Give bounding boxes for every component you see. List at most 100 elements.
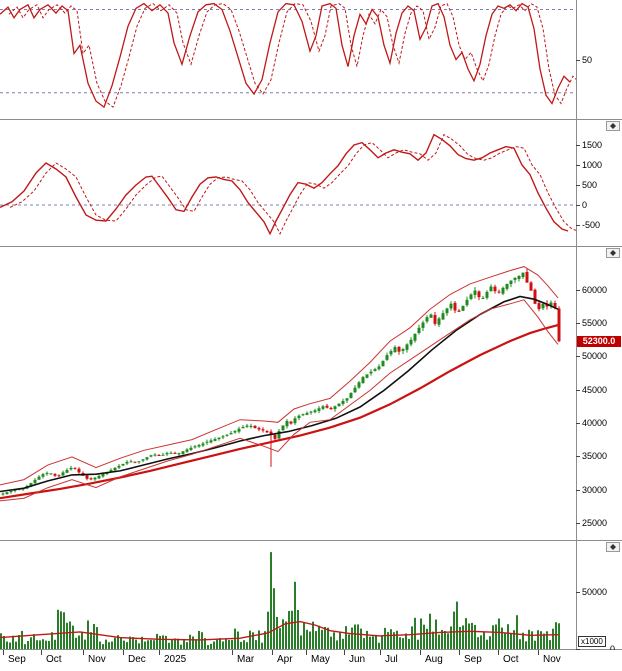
volume-bars xyxy=(0,552,560,649)
time-tick xyxy=(420,650,421,655)
time-tick xyxy=(538,650,539,655)
axis-tick xyxy=(576,489,580,491)
axis-tick xyxy=(576,522,580,524)
down-arrow-icon xyxy=(610,547,616,550)
axis-label: 50000 xyxy=(582,351,608,362)
time-tick xyxy=(159,650,160,655)
axis-label: 1000 xyxy=(582,160,603,170)
time-label: Jul xyxy=(385,654,398,665)
panel-resize-control[interactable] xyxy=(606,248,620,258)
volume-ma-line xyxy=(0,620,559,641)
axis-label: 500 xyxy=(582,180,598,190)
time-tick xyxy=(3,650,4,655)
time-tick xyxy=(272,650,273,655)
time-axis: Sep Oct Nov Dec 2025 Mar Apr May Jun Jul Aug Sep Oct… xyxy=(0,650,622,671)
axis-tick xyxy=(576,356,580,358)
ma-mid-line xyxy=(0,295,559,493)
volume-axis: x1000 50000 0 xyxy=(576,541,622,654)
time-label: Oct xyxy=(503,654,519,665)
axis-tick xyxy=(576,323,580,325)
axis-tick xyxy=(576,289,580,291)
time-tick xyxy=(498,650,499,655)
axis-tick xyxy=(576,185,580,186)
time-tick xyxy=(83,650,84,655)
price-tag: 52300.0 xyxy=(577,335,621,347)
axis-tick xyxy=(576,165,580,166)
time-tick xyxy=(344,650,345,655)
oscillator-fast-line xyxy=(0,2,571,109)
time-label: Aug xyxy=(425,654,443,665)
up-arrow-icon xyxy=(610,250,616,253)
time-label: Apr xyxy=(277,654,293,665)
time-label: Dec xyxy=(128,654,146,665)
momentum-axis: 1500 1000 500 0 -500 xyxy=(576,120,622,246)
axis-label: 50 xyxy=(582,54,593,65)
down-arrow-icon xyxy=(610,126,616,129)
axis-label: 25000 xyxy=(582,517,608,528)
axis-tick xyxy=(576,59,580,61)
axis-tick xyxy=(576,591,580,593)
axis-label: 40000 xyxy=(582,417,608,428)
axis-tick xyxy=(576,205,580,206)
panel-volume: x1000 50000 0 xyxy=(0,541,622,654)
time-tick xyxy=(41,650,42,655)
panel-resize-control[interactable] xyxy=(606,121,620,131)
momentum-line xyxy=(0,133,569,236)
oscillator-svg xyxy=(0,2,576,109)
time-label: 2025 xyxy=(164,654,187,665)
momentum-svg xyxy=(0,133,576,236)
volume-unit-label: x1000 xyxy=(578,636,606,647)
volume-plot[interactable] xyxy=(0,541,577,649)
oscillator-signal-line xyxy=(8,2,576,108)
time-label: Oct xyxy=(46,654,62,665)
axis-label: 35000 xyxy=(582,451,608,462)
oscillator-plot[interactable] xyxy=(0,0,577,119)
down-arrow-icon xyxy=(610,253,616,256)
axis-label: 60000 xyxy=(582,284,608,295)
time-label: Jun xyxy=(349,654,366,665)
price-axis: 52300.0 60000 55000 50000 45000 40000 35000 30… xyxy=(576,247,622,540)
up-arrow-icon xyxy=(610,544,616,547)
axis-tick xyxy=(576,422,580,424)
time-tick xyxy=(459,650,460,655)
time-tick xyxy=(232,650,233,655)
momentum-signal-line xyxy=(9,133,576,235)
axis-label: 45000 xyxy=(582,384,608,395)
band-lower-line xyxy=(0,299,559,502)
time-tick xyxy=(306,650,307,655)
panel-oscillator: 50 xyxy=(0,0,622,120)
volume-svg xyxy=(0,552,560,649)
panel-resize-control[interactable] xyxy=(606,542,620,552)
candles xyxy=(1,268,561,496)
time-label: Sep xyxy=(8,654,26,665)
axis-label: -500 xyxy=(582,220,601,230)
axis-tick xyxy=(576,649,580,650)
axis-label: 30000 xyxy=(582,484,608,495)
axis-label: 0 xyxy=(610,644,616,654)
band-upper-line xyxy=(0,266,559,486)
up-arrow-icon xyxy=(610,123,616,126)
axis-tick xyxy=(576,225,580,226)
ma-long-line xyxy=(0,324,559,500)
axis-tick xyxy=(576,145,580,146)
time-label: Nov xyxy=(88,654,106,665)
axis-label: 1500 xyxy=(582,140,603,150)
time-label: Mar xyxy=(237,654,255,665)
axis-tick xyxy=(576,456,580,458)
axis-tick xyxy=(576,389,580,391)
oscillator-axis: 50 xyxy=(576,0,622,119)
time-label: May xyxy=(311,654,330,665)
axis-label: 0 xyxy=(582,200,588,210)
price-plot[interactable] xyxy=(0,247,577,540)
time-tick xyxy=(123,650,124,655)
time-label: Nov xyxy=(543,654,561,665)
axis-label: 50000 xyxy=(582,586,608,597)
price-svg xyxy=(0,266,561,502)
panel-momentum: 1500 1000 500 0 -500 xyxy=(0,120,622,247)
time-tick xyxy=(380,650,381,655)
panel-price: 52300.0 60000 55000 50000 45000 40000 35000 30… xyxy=(0,247,622,541)
axis-label: 55000 xyxy=(582,318,608,329)
momentum-plot[interactable] xyxy=(0,120,577,246)
time-label: Sep xyxy=(464,654,482,665)
